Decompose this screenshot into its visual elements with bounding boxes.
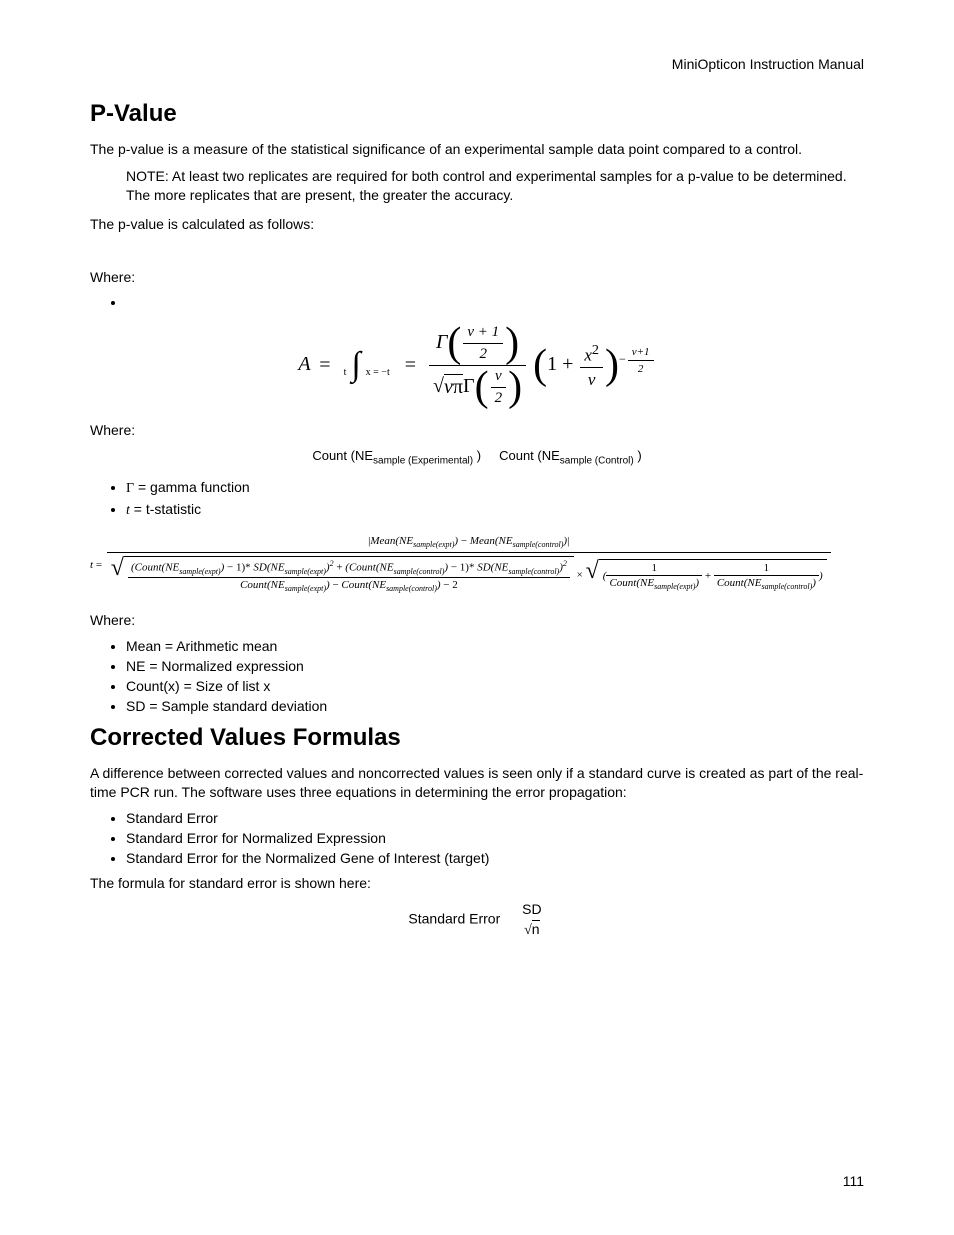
integral-icon: ∫ xyxy=(351,346,360,383)
fa-exponent: −v+12 xyxy=(619,352,656,366)
def-count: Count(x) = Size of list x xyxy=(126,678,864,694)
formula-t: t = |Mean(NEsample(expt)) − Mean(NEsampl… xyxy=(90,535,864,595)
empty-bullet xyxy=(126,294,864,310)
page-number: 111 xyxy=(843,1173,864,1189)
pvalue-intro: The p-value is a measure of the statisti… xyxy=(90,140,864,159)
pvalue-note: NOTE: At least two replicates are requir… xyxy=(126,167,864,205)
corrected-item-b: Standard Error for Normalized Expression xyxy=(126,830,864,846)
def-gamma: Γ = gamma function xyxy=(126,479,864,497)
fa-eq2: = xyxy=(405,354,416,376)
heading-corrected: Corrected Values Formulas xyxy=(90,724,864,752)
where-1: Where: xyxy=(90,268,864,287)
where-3: Where: xyxy=(90,611,864,630)
formula-se: Standard Error SD √n xyxy=(90,901,864,939)
corrected-list: Standard Error Standard Error for Normal… xyxy=(126,810,864,866)
count-line: Count (NEsample (Experimental) ) Count (… xyxy=(90,448,864,467)
fa-lhs: A xyxy=(298,354,310,376)
heading-pvalue: P-Value xyxy=(90,100,864,128)
pvalue-calc-line: The p-value is calculated as follows: xyxy=(90,215,864,234)
corrected-item-c: Standard Error for the Normalized Gene o… xyxy=(126,850,864,866)
fa-eq: = xyxy=(319,354,330,376)
def-ne: NE = Normalized expression xyxy=(126,658,864,674)
se-intro: The formula for standard error is shown … xyxy=(90,874,864,893)
fa-integral: t ∫ x = −t xyxy=(344,351,390,381)
def-sd: SD = Sample standard deviation xyxy=(126,698,864,714)
page: MiniOpticon Instruction Manual P-Value T… xyxy=(0,0,954,1235)
defs-list-1: Γ = gamma function t = t-statistic xyxy=(126,479,864,519)
fa-main-frac: Γ(v + 12) √vπΓ(v2) xyxy=(429,324,526,407)
def-t: t = t-statistic xyxy=(126,501,864,519)
def-mean: Mean = Arithmetic mean xyxy=(126,638,864,654)
where-2: Where: xyxy=(90,421,864,440)
defs-list-2: Mean = Arithmetic mean NE = Normalized e… xyxy=(126,638,864,714)
running-head: MiniOpticon Instruction Manual xyxy=(90,56,864,72)
corrected-intro: A difference between corrected values an… xyxy=(90,764,864,802)
formula-a: A = t ∫ x = −t = Γ(v + 12) √vπΓ(v2) (1 +… xyxy=(90,324,864,407)
corrected-item-a: Standard Error xyxy=(126,810,864,826)
